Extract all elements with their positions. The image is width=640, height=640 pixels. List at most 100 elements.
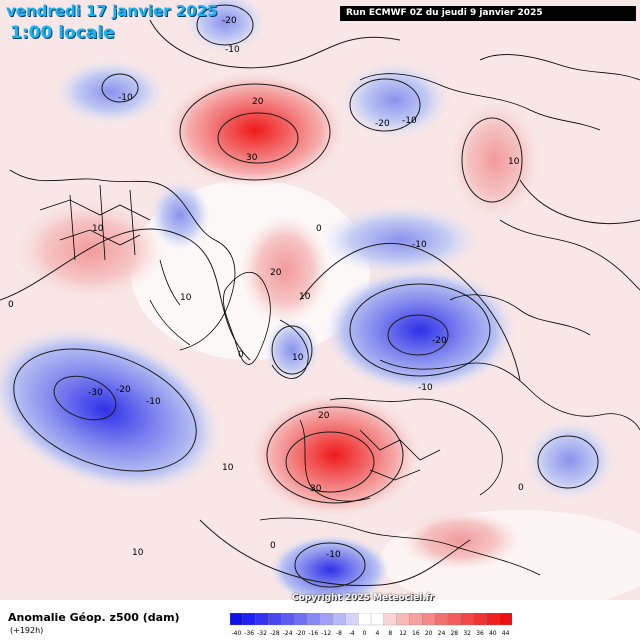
scale-tick-label: -16 bbox=[308, 630, 318, 637]
scale-swatch bbox=[255, 613, 269, 626]
contour-label: -20 bbox=[222, 16, 237, 26]
scale-swatch bbox=[370, 613, 385, 626]
contour-label: 20 bbox=[318, 411, 330, 421]
scale-swatch bbox=[358, 613, 372, 626]
scale-tick-label: 4 bbox=[375, 630, 379, 637]
forecast-date: vendredi 17 janvier 2025 bbox=[6, 2, 218, 20]
scale-swatch bbox=[396, 613, 410, 626]
contour-label: 0 bbox=[316, 224, 322, 234]
low-anomaly-polar bbox=[320, 205, 480, 275]
high-anomaly-greenland bbox=[240, 215, 330, 325]
scale-tick-label: 12 bbox=[399, 630, 407, 637]
scale-tick-label: 16 bbox=[412, 630, 420, 637]
model-run-label: Run ECMWF 0Z du jeudi 9 janvier 2025 bbox=[340, 6, 636, 21]
high-anomaly-arctic bbox=[165, 72, 345, 188]
high-anomaly-europe bbox=[250, 393, 420, 517]
scale-swatch bbox=[281, 613, 295, 626]
scale-tick-label: 32 bbox=[463, 630, 471, 637]
contour-label: 30 bbox=[310, 484, 322, 494]
high-anomaly-canada bbox=[15, 200, 165, 300]
scale-swatch bbox=[293, 613, 308, 626]
scale-tick-label: -12 bbox=[321, 630, 331, 637]
contour-label: 10 bbox=[222, 463, 234, 473]
scale-tick-label: -36 bbox=[244, 630, 254, 637]
scale-tick-label: -24 bbox=[283, 630, 293, 637]
scale-tick-label: -4 bbox=[349, 630, 355, 637]
scale-tick-label: 44 bbox=[502, 630, 510, 637]
scale-swatch bbox=[306, 613, 321, 626]
low-anomaly-east bbox=[525, 420, 615, 500]
low-anomaly-nw bbox=[55, 60, 165, 124]
low-anomaly-greenland bbox=[264, 318, 320, 382]
scale-swatch bbox=[422, 613, 436, 626]
contour-label: 30 bbox=[246, 153, 258, 163]
scale-swatch bbox=[319, 613, 334, 626]
contour-label: -10 bbox=[402, 116, 417, 126]
scale-tick-label: 36 bbox=[476, 630, 484, 637]
contour-label: -10 bbox=[412, 240, 427, 250]
high-anomaly-se bbox=[400, 510, 520, 570]
scale-tick-label: -28 bbox=[270, 630, 280, 637]
scale-swatch bbox=[499, 613, 512, 626]
scale-tick-label: -8 bbox=[336, 630, 342, 637]
contour-label: -30 bbox=[88, 388, 103, 398]
scale-swatch bbox=[332, 613, 346, 626]
scale-tick-label: 28 bbox=[450, 630, 458, 637]
contour-label: -20 bbox=[116, 385, 131, 395]
contour-label: 0 bbox=[238, 350, 244, 360]
contour-label: -20 bbox=[375, 119, 390, 129]
copyright-text: Copyright 2025 Meteociel.fr bbox=[292, 593, 435, 603]
contour-label: 20 bbox=[252, 97, 264, 107]
contour-label: 0 bbox=[8, 300, 14, 310]
geopotential-anomaly-map: -20 -10 -10 20 30 -20 -10 10 10 0 -10 20… bbox=[0, 0, 640, 600]
contour-label: 10 bbox=[132, 548, 144, 558]
scale-swatch bbox=[434, 613, 449, 626]
contour-label: -10 bbox=[326, 550, 341, 560]
field-name: Anomalie Géop. z500 (dam) bbox=[8, 611, 180, 624]
scale-tick-label: 8 bbox=[388, 630, 392, 637]
anomaly-contours bbox=[0, 4, 640, 588]
high-anomaly-east bbox=[450, 100, 540, 220]
contour-label: 10 bbox=[299, 292, 311, 302]
scale-tick-label: 20 bbox=[425, 630, 433, 637]
scale-swatch bbox=[268, 613, 282, 626]
contour-label: -10 bbox=[146, 397, 161, 407]
forecast-local-time: 1:00 locale bbox=[10, 23, 115, 43]
contour-label: -10 bbox=[118, 93, 133, 103]
low-anomaly-china bbox=[270, 535, 390, 600]
low-anomaly-kara bbox=[340, 62, 450, 138]
contour-label: 0 bbox=[518, 483, 524, 493]
scale-swatch bbox=[242, 613, 257, 626]
contour-label: 10 bbox=[92, 224, 104, 234]
scale-tick-label: 40 bbox=[489, 630, 497, 637]
scale-tick-label: -32 bbox=[257, 630, 267, 637]
scale-tick-label: 0 bbox=[363, 630, 367, 637]
scale-swatch bbox=[460, 613, 474, 626]
contour-label: 0 bbox=[270, 541, 276, 551]
scale-swatch bbox=[473, 613, 487, 626]
scale-swatch bbox=[383, 613, 398, 626]
scale-swatch bbox=[345, 613, 359, 626]
low-anomaly-pacific bbox=[0, 328, 221, 492]
coastlines bbox=[9, 54, 640, 576]
contour-label: 20 bbox=[270, 268, 282, 278]
color-scale-legend: -40 -36 -32 -28 -24 -20 -16 -12 -8 -4 0 4 8 12 16 20 24 2… bbox=[230, 613, 512, 637]
scale-tick-label: -20 bbox=[296, 630, 306, 637]
contour-label: 10 bbox=[292, 353, 304, 363]
scale-swatch bbox=[409, 613, 423, 626]
contour-label: 10 bbox=[180, 293, 192, 303]
scale-tick-label: -40 bbox=[232, 630, 242, 637]
contour-label: -10 bbox=[225, 45, 240, 55]
contour-label: -20 bbox=[432, 336, 447, 346]
low-anomaly-canada bbox=[150, 180, 210, 250]
low-anomaly-siberia bbox=[325, 268, 515, 392]
contour-labels: -20 -10 -10 20 30 -20 -10 10 10 0 -10 20… bbox=[8, 16, 524, 560]
contour-label: 10 bbox=[508, 157, 520, 167]
scale-swatch bbox=[486, 613, 500, 626]
scale-swatch bbox=[230, 613, 244, 626]
scale-tick-label: 24 bbox=[438, 630, 446, 637]
lead-time: (+192h) bbox=[10, 626, 44, 635]
scale-swatch bbox=[447, 613, 462, 626]
contour-label: -10 bbox=[418, 383, 433, 393]
